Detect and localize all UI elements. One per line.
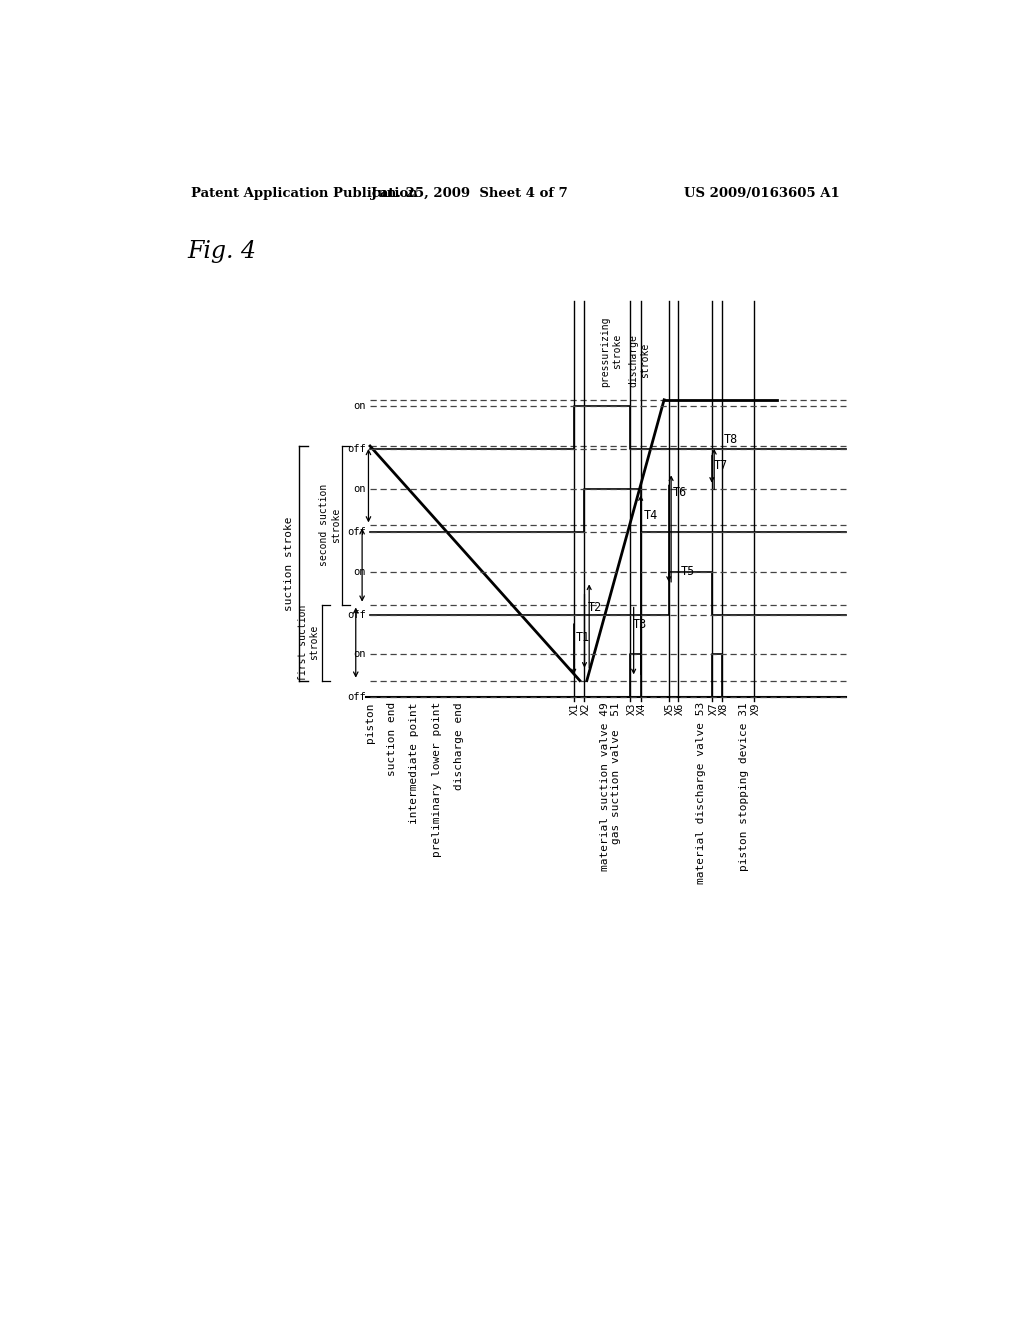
Text: discharge end: discharge end — [454, 702, 464, 789]
Text: piston: piston — [365, 702, 375, 743]
Text: T1: T1 — [577, 631, 590, 644]
Text: T5: T5 — [681, 565, 694, 578]
Text: second suction
stroke: second suction stroke — [319, 484, 341, 566]
Text: X1: X1 — [570, 702, 581, 714]
Text: X4: X4 — [637, 702, 647, 714]
Text: Jun. 25, 2009  Sheet 4 of 7: Jun. 25, 2009 Sheet 4 of 7 — [371, 187, 567, 199]
Text: T4: T4 — [643, 510, 657, 521]
Text: X6: X6 — [675, 702, 685, 714]
Text: material suction valve 49: material suction valve 49 — [600, 702, 610, 871]
Text: T8: T8 — [724, 433, 738, 446]
Text: intermediate point: intermediate point — [410, 702, 420, 824]
Text: US 2009/0163605 A1: US 2009/0163605 A1 — [684, 187, 840, 199]
Text: Patent Application Publication: Patent Application Publication — [191, 187, 418, 199]
Text: off: off — [347, 692, 367, 702]
Text: off: off — [347, 445, 367, 454]
Text: suction end: suction end — [387, 702, 397, 776]
Text: X8: X8 — [719, 702, 729, 714]
Text: T2: T2 — [588, 602, 601, 614]
Text: X2: X2 — [581, 702, 591, 714]
Text: suction stroke: suction stroke — [284, 516, 294, 611]
Text: off: off — [347, 610, 367, 619]
Text: T3: T3 — [633, 618, 647, 631]
Text: preliminary lower point: preliminary lower point — [432, 702, 441, 858]
Text: Fig. 4: Fig. 4 — [187, 240, 257, 263]
Text: first suction
stroke: first suction stroke — [298, 605, 319, 681]
Text: T7: T7 — [714, 459, 728, 473]
Text: off: off — [347, 527, 367, 537]
Text: T6: T6 — [673, 486, 687, 499]
Text: gas suction valve  51: gas suction valve 51 — [611, 702, 622, 843]
Text: material discharge valve 53: material discharge valve 53 — [695, 702, 706, 884]
Text: X3: X3 — [627, 702, 637, 714]
Text: piston stopping device 31: piston stopping device 31 — [738, 702, 749, 871]
Text: on: on — [353, 401, 367, 412]
Text: on: on — [353, 649, 367, 659]
Text: on: on — [353, 484, 367, 494]
Text: discharge
stroke: discharge stroke — [629, 334, 650, 387]
Text: pressurizing
stroke: pressurizing stroke — [600, 315, 622, 387]
Text: X9: X9 — [751, 702, 761, 714]
Text: on: on — [353, 566, 367, 577]
Text: X5: X5 — [666, 702, 676, 714]
Text: X7: X7 — [709, 702, 719, 714]
